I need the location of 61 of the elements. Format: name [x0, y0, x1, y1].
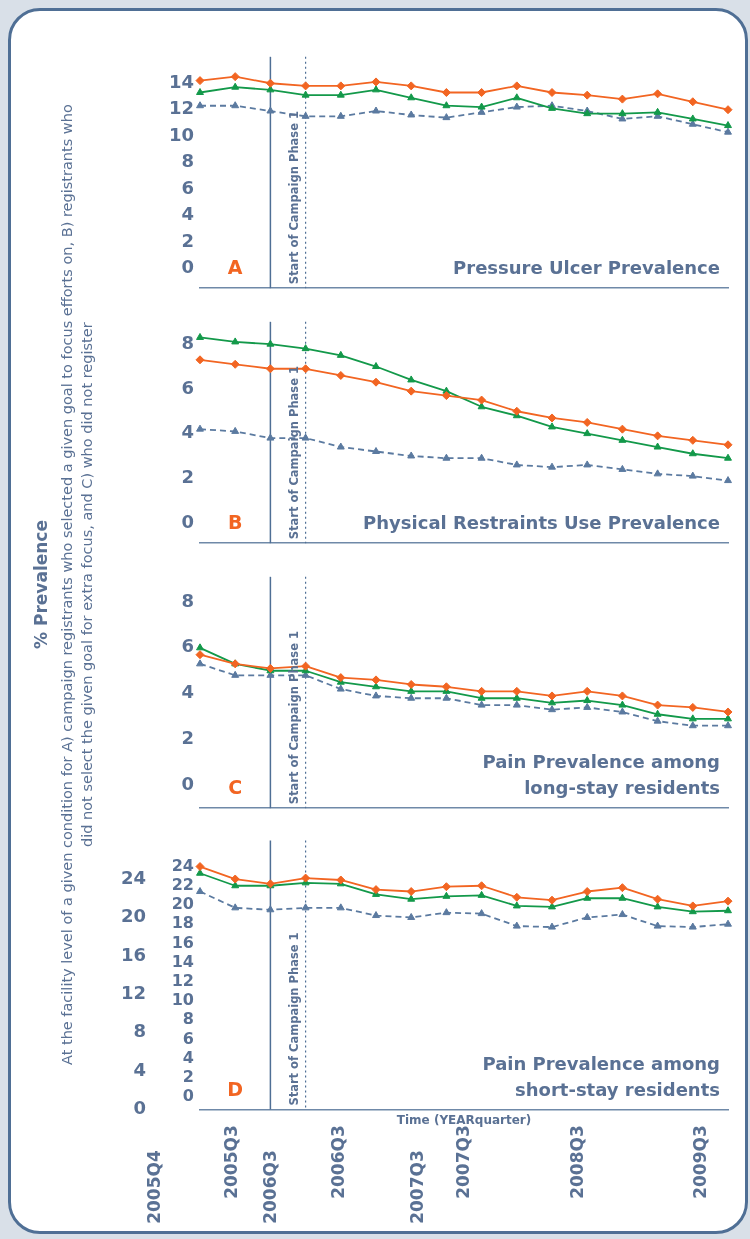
y-tick-label: 6 — [181, 635, 194, 657]
y-tick-label: 22 — [171, 874, 194, 894]
text: 2006Q3 — [328, 1125, 349, 1199]
text: Physical Restraints Use Prevalence — [363, 512, 720, 534]
y-tick-label: 4 — [181, 203, 194, 225]
text: 2005Q3 — [221, 1125, 242, 1199]
annotation: Start of Campaign Phase 1 — [286, 631, 301, 805]
annotation: Start of Campaign Phase 1 — [286, 111, 301, 285]
y2-tick-label: 8 — [133, 1020, 146, 1042]
y2-tick-label: 0 — [133, 1097, 146, 1119]
y-tick-label: 12 — [168, 97, 194, 119]
y-tick-label: 8 — [181, 589, 194, 611]
annotation: D — [227, 1077, 244, 1100]
y-tick-label: 8 — [181, 150, 194, 172]
y-tick-label: 12 — [171, 970, 194, 990]
text: 2009Q3 — [690, 1125, 711, 1199]
y-tick-label: 10 — [171, 990, 194, 1010]
text: 2007Q3 — [407, 1150, 428, 1224]
text: Pressure Ulcer Prevalence — [453, 257, 720, 279]
y2-tick-label: 24 — [120, 866, 146, 888]
text: Pain Prevalence among short-stay residents — [482, 1052, 720, 1100]
y-tick-label: 4 — [181, 421, 194, 443]
y2-tick-label: 16 — [120, 943, 146, 965]
annotation: B — [227, 511, 243, 534]
y-tick-label: 6 — [181, 176, 194, 198]
y-tick-label: 2 — [181, 466, 194, 488]
annotation: Start of Campaign Phase 1 — [286, 366, 301, 540]
y-tick-label: 8 — [182, 1009, 194, 1029]
text: At the facility level of a given condition for A) campaign registrants who selected a given goal to focus efforts on, B) registrants who did not select the given goal for extra focus, and C) who did not register — [58, 103, 96, 1068]
y-tick-label: 8 — [181, 331, 194, 353]
text: 2006Q3 — [260, 1150, 281, 1224]
y-tick-label: 20 — [171, 894, 194, 914]
y-tick-label: 6 — [182, 1028, 194, 1048]
annotation: A — [227, 256, 243, 279]
y-tick-label: 0 — [181, 256, 194, 278]
y2-tick-label: 4 — [133, 1058, 146, 1080]
y-tick-label: 10 — [168, 123, 194, 145]
y-tick-label: 24 — [171, 855, 194, 875]
y-tick-label: 4 — [181, 681, 194, 703]
y-tick-label: 2 — [182, 1067, 194, 1087]
y-tick-label: 4 — [182, 1047, 194, 1067]
y-tick-label: 18 — [171, 913, 194, 933]
annotation: Start of Campaign Phase 1 — [286, 932, 301, 1106]
text: 2007Q3 — [453, 1125, 474, 1199]
y-tick-label: 14 — [171, 951, 194, 971]
y2-tick-label: 20 — [120, 905, 146, 927]
y2-tick-label: 12 — [120, 981, 146, 1003]
x-axis-title: Time (YEARquarter) — [396, 1112, 532, 1127]
y-tick-label: 0 — [181, 772, 194, 794]
y-tick-label: 2 — [181, 727, 194, 749]
y-tick-label: 14 — [168, 70, 194, 92]
y-tick-label: 16 — [171, 932, 194, 952]
y-tick-label: 0 — [182, 1086, 194, 1106]
text: 2008Q3 — [567, 1125, 588, 1199]
annotation: C — [228, 776, 243, 799]
y-tick-label: 0 — [181, 510, 194, 532]
y-tick-label: 6 — [181, 376, 194, 398]
y-tick-label: 2 — [181, 229, 194, 251]
y-axis-title: % Prevalence — [31, 519, 51, 652]
text: 2005Q4 — [144, 1150, 165, 1224]
text: Pain Prevalence among long-stay residents — [482, 751, 720, 799]
